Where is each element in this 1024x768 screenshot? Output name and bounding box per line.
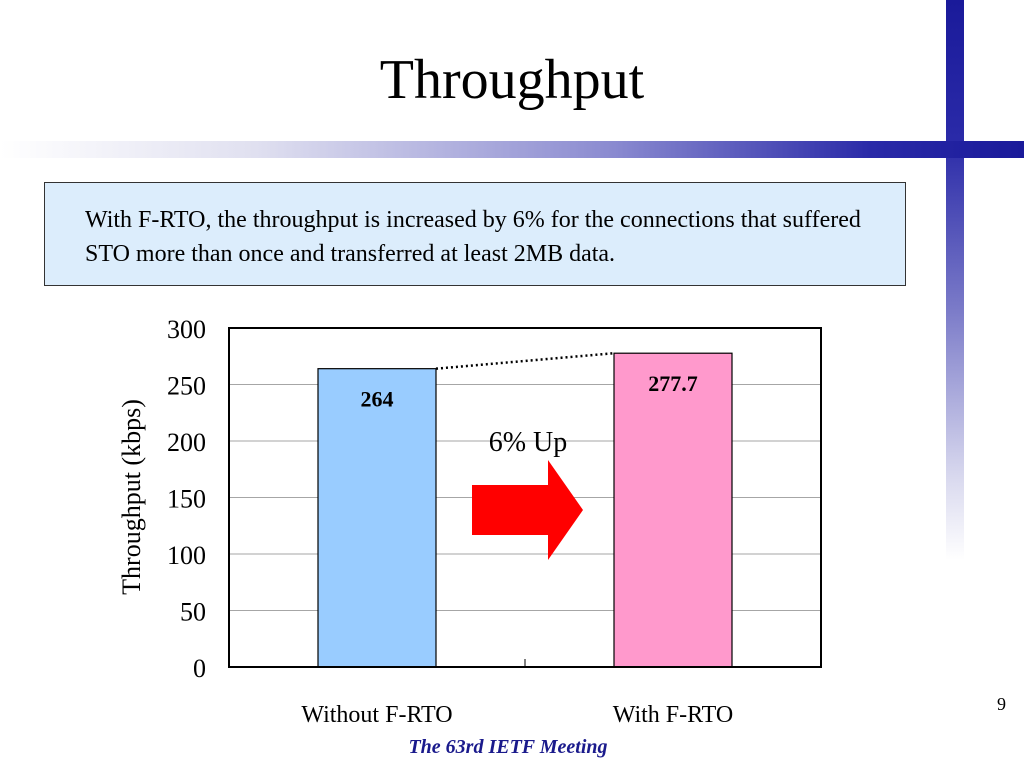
decorative-vertical-bar — [946, 0, 964, 560]
y-tick-label: 300 — [167, 315, 206, 344]
footer-meeting-name: The 63rd IETF Meeting — [408, 736, 608, 758]
summary-note-box: With F-RTO, the throughput is increased … — [44, 182, 906, 286]
bar-data-label: 264 — [361, 387, 394, 412]
y-tick-label: 200 — [167, 428, 206, 457]
y-tick-label: 50 — [180, 598, 206, 627]
y-tick-label: 0 — [193, 654, 206, 683]
connector-dotted-line — [435, 351, 615, 370]
bar — [613, 352, 733, 668]
bar-data-label: 277.7 — [648, 371, 698, 396]
summary-note-text: With F-RTO, the throughput is increased … — [85, 207, 861, 267]
y-tick-label: 150 — [167, 485, 206, 514]
right-arrow-icon — [472, 460, 583, 560]
annotation-text: 6% Up — [489, 427, 568, 458]
plot-frame — [228, 327, 822, 668]
x-axis-tick-labels: Without F-RTO With F-RTO — [301, 702, 733, 728]
bar — [317, 368, 437, 668]
bars: 264 277.7 — [317, 352, 733, 668]
decorative-horizontal-bar — [0, 141, 1024, 158]
page-number: 9 — [997, 694, 1006, 714]
x-tick-label: Without F-RTO — [301, 702, 452, 728]
slide-title: Throughput — [379, 49, 645, 111]
y-tick-label: 250 — [167, 372, 206, 401]
y-tick-label: 100 — [167, 541, 206, 570]
y-axis-ticks: 0 50 100 150 200 250 300 — [167, 315, 206, 683]
x-tick-label: With F-RTO — [613, 702, 734, 728]
y-axis-label: Throughput (kbps) — [117, 399, 146, 595]
